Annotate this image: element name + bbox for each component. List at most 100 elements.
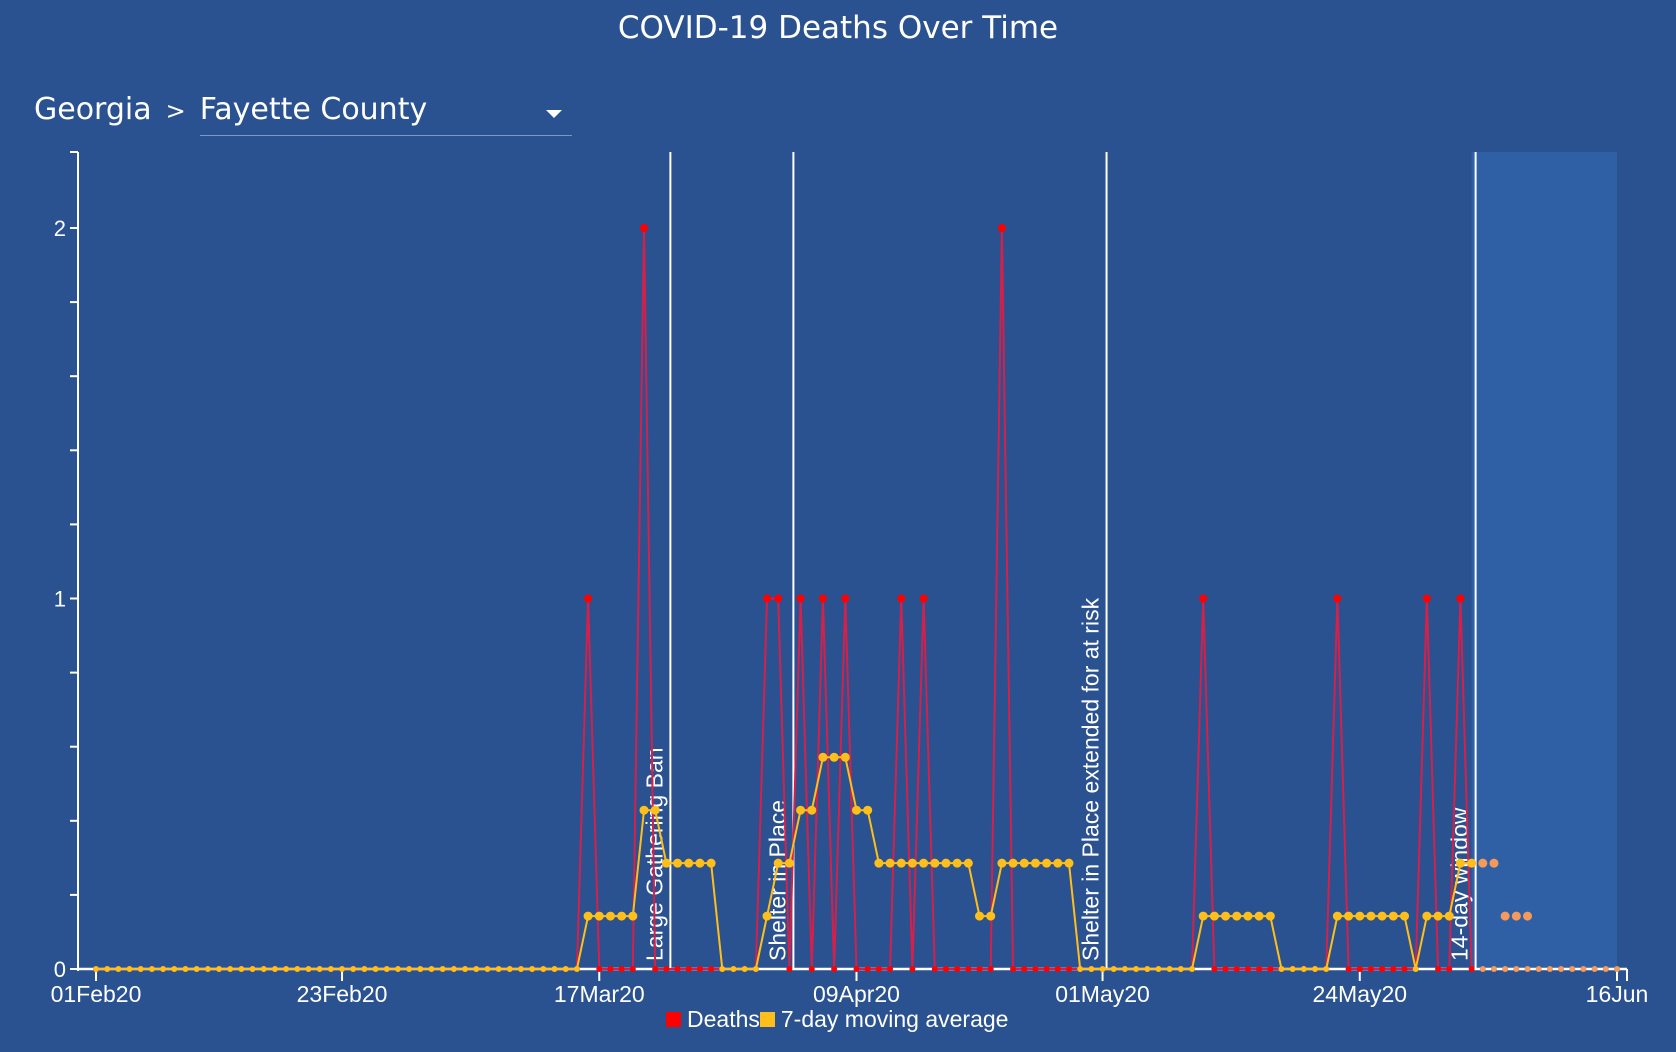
x-tick-label: 24May20: [1312, 981, 1407, 1007]
deaths-point: [1446, 966, 1453, 972]
deaths-point: [1502, 966, 1509, 972]
x-tick-label: 01Feb20: [51, 981, 142, 1007]
average-point: [1344, 911, 1354, 921]
average-point: [462, 966, 469, 972]
average-point: [372, 966, 379, 972]
average-point: [1030, 858, 1040, 868]
deaths-point: [663, 966, 670, 972]
deaths-point: [696, 966, 703, 972]
average-point: [583, 911, 593, 921]
average-point: [952, 858, 962, 868]
average-point: [1189, 966, 1196, 972]
deaths-point: [965, 966, 972, 972]
deaths-point: [774, 594, 783, 603]
average-point: [495, 966, 502, 972]
deaths-point: [808, 966, 815, 972]
chevron-down-icon[interactable]: [545, 110, 562, 118]
average-point: [1243, 911, 1253, 921]
average-point: [1300, 966, 1307, 972]
deaths-point: [640, 224, 649, 232]
deaths-point: [1356, 966, 1363, 972]
deaths-point: [652, 966, 659, 972]
deaths-point: [618, 966, 625, 972]
x-tick-label: 09Apr20: [813, 981, 900, 1007]
average-point: [1388, 911, 1398, 921]
average-point: [283, 966, 290, 972]
average-point: [852, 805, 861, 815]
average-point: [874, 858, 884, 868]
breadcrumb: Georgia > Fayette County: [34, 92, 572, 136]
legend: Deaths 7-day moving average: [666, 1006, 1008, 1033]
average-point: [428, 966, 435, 972]
average-point: [840, 752, 850, 762]
average-point: [628, 911, 638, 921]
deaths-point: [1490, 966, 1497, 972]
average-point: [941, 858, 951, 868]
legend-swatch-deaths: [666, 1012, 681, 1027]
deaths-point: [853, 966, 860, 972]
legend-label-average: 7-day moving average: [780, 1006, 1009, 1032]
deaths-point: [1580, 966, 1587, 972]
x-tick-label: 01May20: [1055, 981, 1150, 1007]
deaths-point: [786, 966, 793, 972]
deaths-point: [1244, 966, 1251, 972]
deaths-point: [1256, 966, 1263, 972]
deaths-point: [1401, 966, 1408, 972]
breadcrumb-state[interactable]: Georgia: [34, 92, 152, 127]
deaths-point: [1591, 966, 1598, 972]
average-point: [719, 966, 726, 972]
average-point: [907, 858, 917, 868]
average-point: [1444, 911, 1454, 921]
average-point: [639, 805, 649, 815]
average-point: [126, 966, 133, 972]
deaths-point: [987, 966, 994, 972]
average-point: [339, 966, 346, 972]
average-point: [975, 911, 985, 921]
chart-title: COVID-19 Deaths Over Time: [617, 10, 1059, 46]
x-tick-label: 16Jun: [1586, 981, 1649, 1007]
average-point: [406, 966, 413, 972]
deaths-point: [1569, 966, 1576, 972]
average-point: [1177, 966, 1184, 972]
legend-swatch-average: [759, 1012, 775, 1027]
deaths-point: [1435, 966, 1442, 972]
average-point: [919, 858, 929, 868]
deaths-point: [674, 966, 681, 972]
deaths-point: [584, 594, 593, 603]
average-point: [1209, 911, 1219, 921]
average-point: [160, 966, 167, 972]
average-point: [1019, 858, 1029, 868]
projected-average-point: [1500, 911, 1510, 921]
average-point: [1433, 911, 1443, 921]
average-point: [762, 911, 772, 921]
deaths-point: [629, 966, 636, 972]
average-point: [137, 966, 144, 972]
average-point: [450, 966, 457, 972]
x-tick-label: 17Mar20: [554, 981, 645, 1007]
deaths-point: [841, 594, 850, 603]
deaths-point: [763, 594, 772, 603]
deaths-point: [1479, 966, 1486, 972]
average-point: [752, 966, 759, 972]
deaths-point: [1422, 594, 1431, 603]
deaths-point: [1065, 966, 1072, 972]
deaths-point: [1513, 966, 1520, 972]
deaths-point: [1558, 966, 1565, 972]
deaths-point: [954, 966, 961, 972]
legend-label-deaths: Deaths: [687, 1006, 760, 1032]
average-point: [1155, 966, 1162, 972]
average-point: [573, 966, 580, 972]
deaths-point: [1602, 966, 1609, 972]
deaths-point: [997, 224, 1006, 232]
average-point: [249, 966, 256, 972]
county-dropdown[interactable]: Fayette County: [199, 92, 572, 136]
breadcrumb-separator: >: [165, 97, 186, 125]
deaths-point: [1379, 966, 1386, 972]
average-point: [417, 966, 424, 972]
average-point: [1064, 858, 1074, 868]
average-point: [1412, 966, 1419, 972]
deaths-point: [708, 966, 715, 972]
average-point: [829, 752, 839, 762]
deaths-point: [1345, 966, 1352, 972]
average-point: [484, 966, 491, 972]
